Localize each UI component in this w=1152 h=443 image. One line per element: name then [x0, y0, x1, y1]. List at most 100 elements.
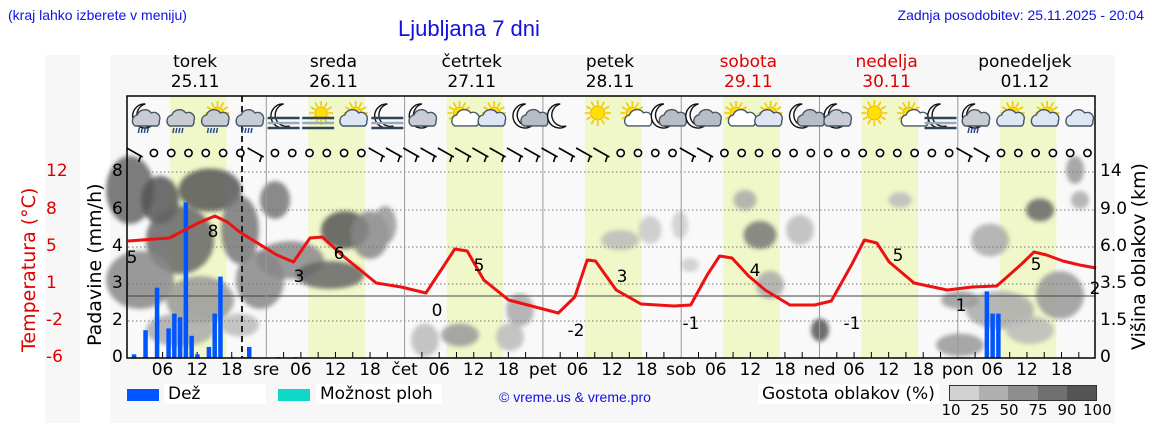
- temperature-tick: -6: [46, 347, 63, 367]
- calm-wind-icon: [892, 148, 902, 158]
- calm-wind-icon: [875, 148, 885, 158]
- calm-wind-icon: [149, 148, 159, 158]
- day-date: 25.11: [170, 72, 220, 92]
- calm-wind-icon: [616, 148, 626, 158]
- day-name: četrtek: [441, 52, 502, 72]
- calm-wind-icon: [910, 148, 919, 158]
- calm-wind-icon: [1083, 148, 1092, 158]
- temperature-value-label: 0: [432, 301, 443, 321]
- cloud-density-scale: [949, 385, 1097, 401]
- precipitation-tick: 2: [112, 310, 123, 330]
- cloud-height-tick: 0: [1100, 347, 1111, 367]
- x-tick: pon: [941, 360, 974, 380]
- temperature-value-label: -2: [568, 321, 585, 341]
- x-tick: 18: [774, 360, 796, 380]
- calm-wind-icon: [737, 148, 747, 158]
- wind-barb-icon: [126, 147, 144, 158]
- x-tick: 18: [220, 360, 243, 380]
- wind-barb-icon: [420, 147, 437, 158]
- temperature-value-label: 8: [208, 222, 219, 242]
- calm-wind-icon: [771, 148, 781, 158]
- calm-wind-icon: [270, 148, 280, 158]
- calm-wind-icon: [996, 148, 1006, 158]
- precipitation-tick: 8: [112, 161, 123, 181]
- temperature-value-label: 3: [617, 267, 628, 287]
- x-tick: 06: [843, 360, 865, 380]
- cloud-height-tick: 3.5: [1100, 273, 1128, 293]
- calm-wind-icon: [858, 148, 868, 158]
- wind-barb-icon: [472, 147, 489, 158]
- x-tick: 12: [1016, 360, 1038, 380]
- precipitation-tick: 0: [112, 347, 123, 367]
- calm-wind-icon: [633, 148, 643, 158]
- x-tick: 06: [566, 360, 589, 380]
- cloud-height-tick: 6.0: [1100, 236, 1128, 256]
- day-name: nedelja: [855, 52, 918, 72]
- density-swatch: [1008, 386, 1038, 400]
- wind-barb-icon: [454, 147, 472, 158]
- precipitation-tick: 6: [112, 199, 123, 219]
- day-date: 26.11: [309, 72, 358, 92]
- grid-lines: [128, 96, 1095, 358]
- wind-barb-icon: [679, 147, 697, 158]
- calm-wind-icon: [1013, 148, 1023, 158]
- calm-wind-icon: [720, 148, 729, 158]
- calm-wind-icon: [218, 148, 228, 158]
- day-header: četrtek 27.11: [402, 52, 542, 92]
- page-title: Ljubljana 7 dni: [398, 16, 540, 41]
- calm-wind-icon: [166, 148, 176, 158]
- temperature-tick: 5: [46, 236, 57, 256]
- calm-wind-icon: [1065, 148, 1075, 158]
- wind-barb-icon: [247, 147, 265, 158]
- day-header: ponedeljek 01.12: [955, 52, 1095, 92]
- precipitation-tick: 4: [112, 236, 123, 256]
- wind-barb-icon: [575, 147, 593, 158]
- calm-wind-icon: [823, 148, 833, 158]
- x-tick: sob: [666, 360, 697, 380]
- wind-barb-icon: [696, 147, 714, 158]
- x-tick: čet: [391, 360, 418, 380]
- day-date: 30.11: [862, 72, 911, 92]
- day-name: torek: [173, 52, 218, 72]
- temperature-value-label: 5: [893, 246, 904, 266]
- x-tick: 12: [601, 360, 623, 380]
- credit-link[interactable]: © vreme.us & vreme.pro: [499, 389, 651, 405]
- calm-wind-icon: [927, 148, 937, 158]
- temperature-value-label: 3: [294, 267, 305, 287]
- wind-barb-icon: [541, 147, 558, 158]
- calm-wind-icon: [789, 148, 798, 158]
- temperature-value-label: 5: [474, 256, 485, 276]
- density-tick: 90: [1057, 401, 1077, 419]
- wind-barb-icon: [489, 147, 507, 158]
- calm-wind-icon: [305, 148, 314, 158]
- showers-legend-label: Možnost ploh: [316, 384, 442, 404]
- wind-barb-icon: [558, 147, 576, 158]
- calm-wind-icon: [668, 148, 677, 158]
- day-header: petek 28.11: [540, 52, 680, 92]
- x-tick: 06: [981, 360, 1004, 380]
- temperature-value-label: 1: [956, 296, 967, 316]
- region-hint-link[interactable]: (kraj lahko izberete v meniju): [8, 7, 187, 23]
- calm-wind-icon: [754, 148, 764, 158]
- calm-wind-icon: [201, 148, 211, 158]
- precipitation-tick: 3: [112, 273, 123, 293]
- day-header: nedelja 30.11: [817, 52, 957, 92]
- calm-wind-icon: [339, 148, 349, 158]
- x-tick: 06: [290, 360, 312, 380]
- cloud-height-tick: 9.0: [1100, 199, 1128, 219]
- density-swatch: [1066, 386, 1097, 400]
- temperature-value-label: -1: [683, 314, 700, 334]
- x-tick: 06: [704, 360, 727, 380]
- cloud-density-legend-label: Gostota oblakov (%): [758, 384, 939, 404]
- wind-barb-icon: [956, 147, 973, 158]
- density-swatch: [979, 386, 1009, 400]
- temperature-tick: -2: [46, 310, 63, 330]
- x-tick: pet: [528, 360, 557, 380]
- rain-legend-swatch: [127, 389, 159, 401]
- calm-wind-icon: [944, 148, 954, 158]
- temperature-tick: 8: [46, 199, 57, 219]
- density-tick: 25: [970, 401, 990, 419]
- x-tick: 12: [739, 360, 762, 380]
- day-header: sobota 29.11: [678, 52, 818, 92]
- calm-wind-icon: [1031, 148, 1040, 158]
